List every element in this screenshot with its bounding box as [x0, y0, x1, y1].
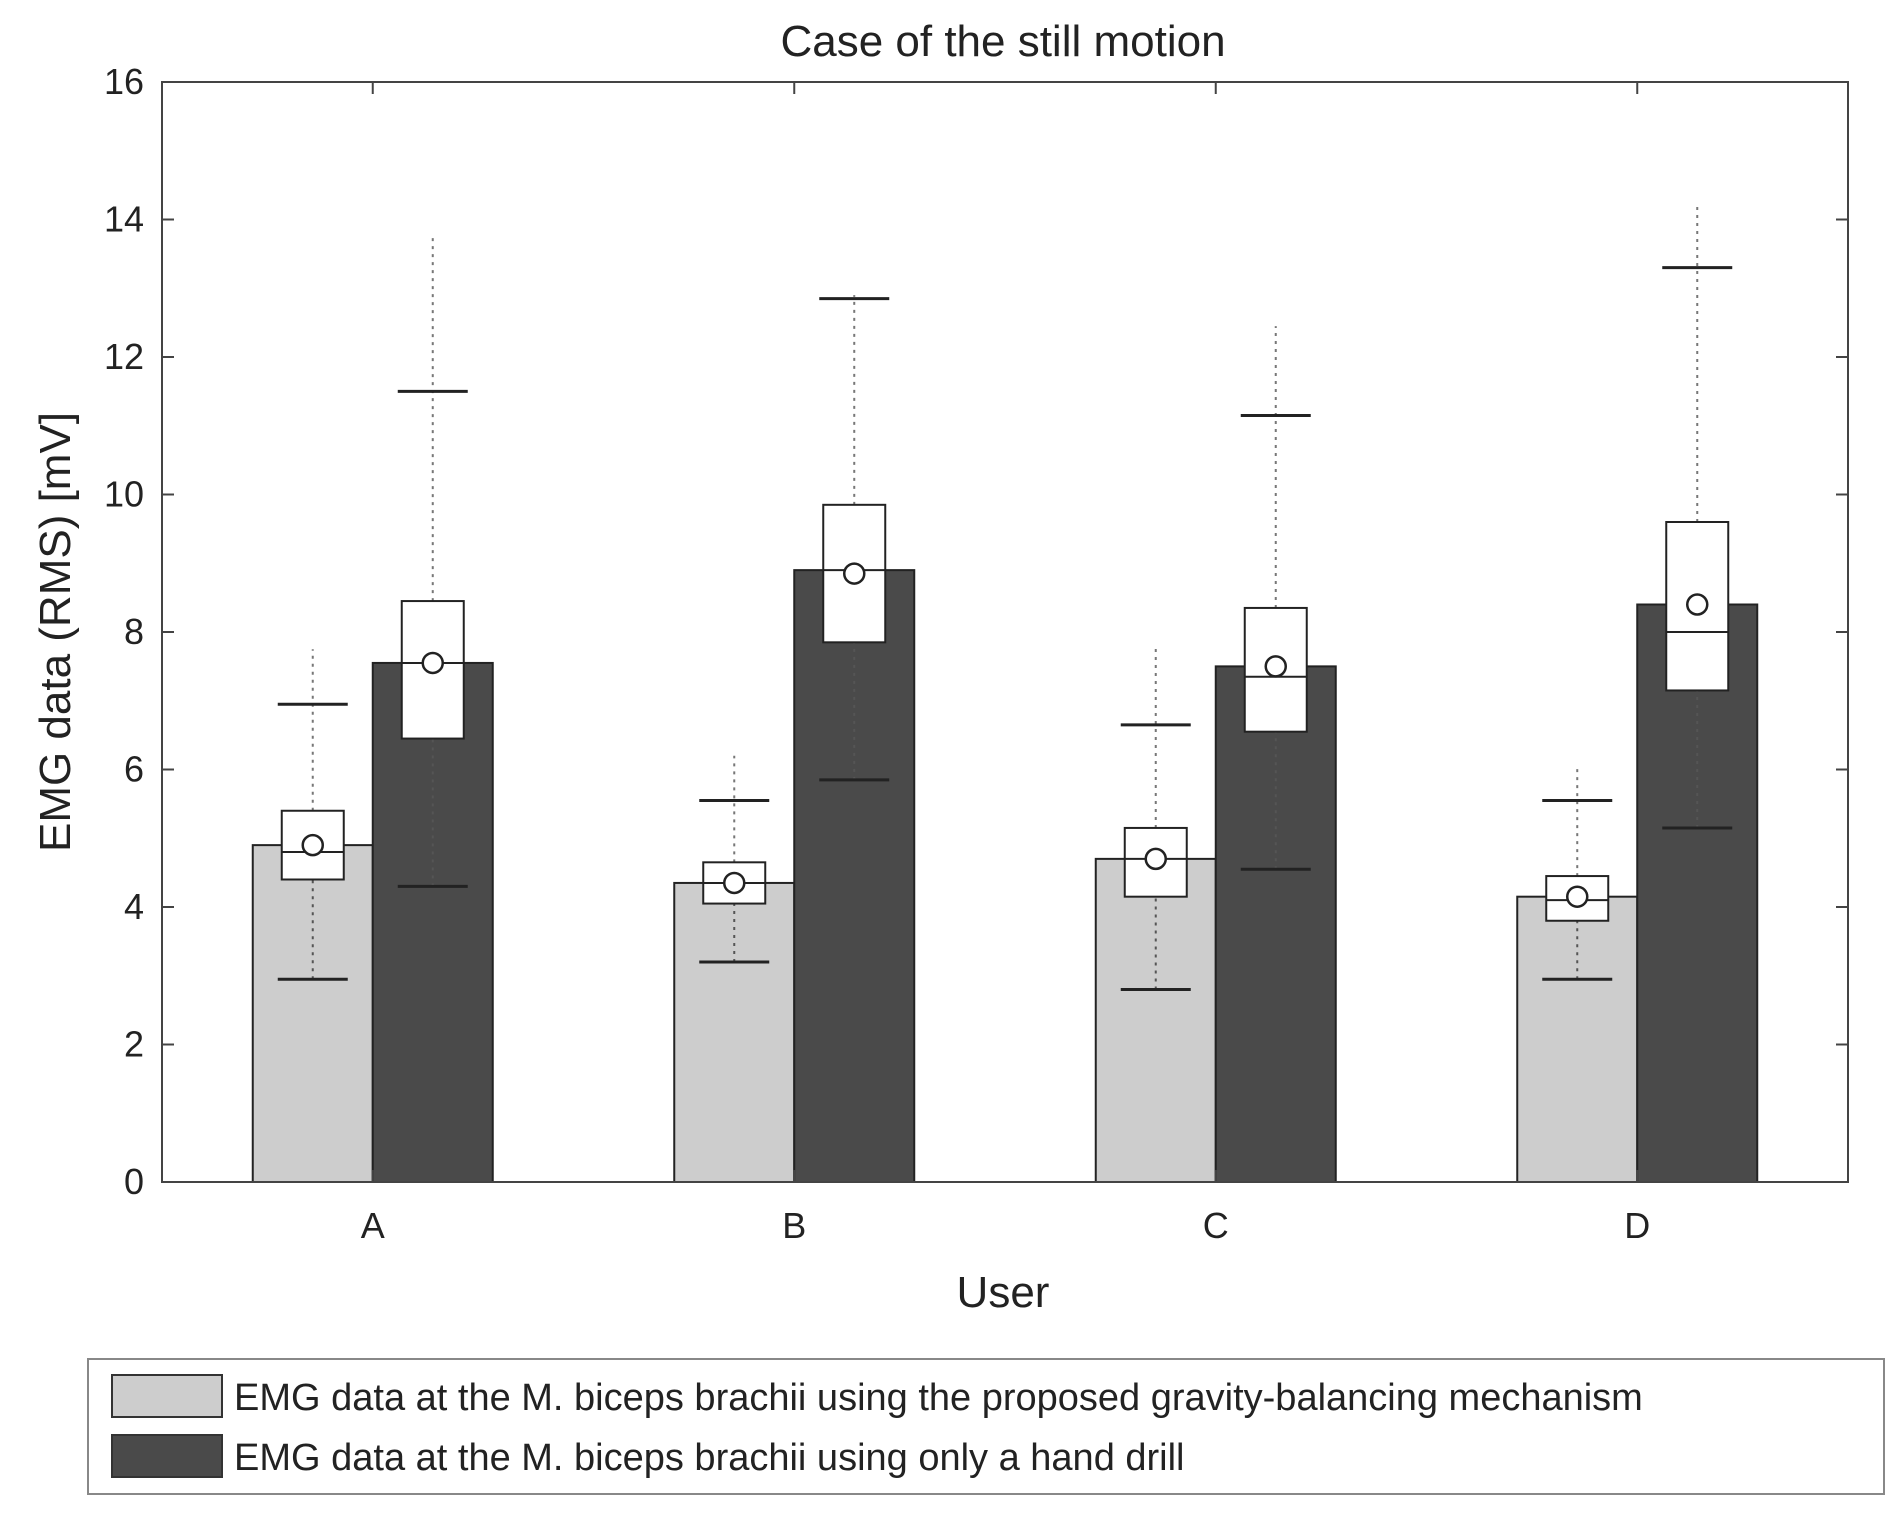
mean-marker: [843, 562, 866, 585]
legend-swatch-gravity-balancing: [111, 1374, 223, 1418]
bar-c-hand-drill: [1214, 665, 1337, 1183]
y-tick-label: 4: [124, 886, 144, 927]
mean-marker: [1144, 847, 1167, 871]
x-tick-label-b: B: [782, 1205, 806, 1246]
x-axis-label: User: [957, 1268, 1050, 1317]
mean-marker: [421, 651, 444, 675]
legend-label-hand-drill: EMG data at the M. biceps brachii using …: [234, 1437, 1185, 1479]
y-axis-ticks: 0 2 4 6 8 10 12 14 16: [104, 61, 1848, 1202]
legend-swatch-hand-drill: [111, 1434, 223, 1478]
y-tick-label: 8: [124, 611, 144, 652]
x-tick-label-d: D: [1624, 1205, 1650, 1246]
iqr-box: [280, 809, 345, 881]
mean-marker: [1566, 885, 1589, 908]
y-tick-label: 16: [104, 61, 144, 102]
x-tick-label-a: A: [361, 1205, 385, 1246]
bar-b-gravity-balancing: [673, 881, 796, 1183]
bar-d-hand-drill: [1636, 603, 1759, 1183]
box-plots: [277, 202, 1733, 991]
y-tick-label: 6: [124, 749, 144, 790]
bar-a-gravity-balancing: [251, 844, 374, 1183]
legend: EMG data at the M. biceps brachii using …: [87, 1358, 1885, 1495]
chart-title: Case of the still motion: [780, 17, 1225, 66]
y-tick-label: 12: [104, 336, 144, 377]
bar-d-gravity-balancing: [1516, 895, 1639, 1183]
legend-frame: [87, 1358, 1885, 1495]
y-tick-label: 2: [124, 1024, 144, 1065]
bar-b-hand-drill: [793, 569, 916, 1183]
x-axis-ticks: A B C D: [361, 82, 1650, 1246]
mean-marker: [1264, 655, 1287, 678]
legend-label-gravity-balancing: EMG data at the M. biceps brachii using …: [234, 1377, 1643, 1419]
mean-marker: [301, 833, 324, 857]
mean-marker: [723, 871, 746, 895]
y-tick-label: 0: [124, 1161, 144, 1202]
y-axis-label: EMG data (RMS) [mV]: [31, 412, 80, 852]
y-tick-label: 14: [104, 199, 144, 240]
x-tick-label-c: C: [1203, 1205, 1229, 1246]
bars: [251, 569, 1759, 1183]
y-tick-label: 10: [104, 474, 144, 515]
mean-marker: [1686, 593, 1709, 616]
